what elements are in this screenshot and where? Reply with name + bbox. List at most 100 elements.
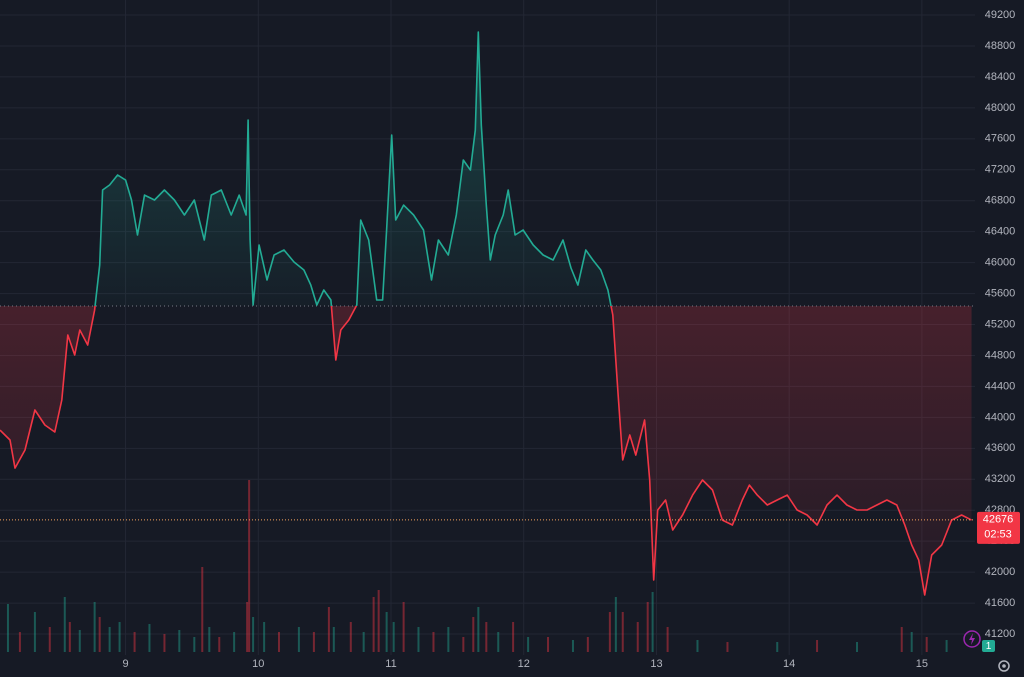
y-tick-label: 44000 (985, 411, 1016, 423)
y-tick-label: 48400 (985, 71, 1016, 83)
volume-bar (133, 632, 136, 652)
y-tick-label: 41600 (985, 597, 1016, 609)
volume-bar (621, 612, 624, 652)
volume-bar (252, 617, 255, 652)
volume-bar (6, 604, 9, 652)
volume-bar (263, 622, 266, 652)
volume-bar (402, 602, 405, 652)
y-tick-label: 44800 (985, 349, 1016, 361)
volume-bar (432, 632, 435, 652)
volume-bar (246, 602, 249, 652)
volume-bar (118, 622, 121, 652)
y-tick-label: 46000 (985, 257, 1016, 269)
volume-bar (608, 612, 611, 652)
volume-bar (68, 622, 71, 652)
x-tick-label: 11 (385, 658, 396, 670)
volume-bar (856, 642, 859, 652)
x-tick-label: 9 (122, 658, 128, 670)
volume-bar (527, 637, 530, 652)
volume-bar (193, 637, 196, 652)
volume-bar (512, 622, 515, 652)
y-tick-label: 41200 (985, 628, 1016, 640)
y-tick-label: 48000 (985, 102, 1016, 114)
volume-bar (646, 602, 649, 652)
price-label: 42676 02:53 (977, 511, 1020, 544)
volume-bar (614, 597, 617, 652)
y-tick-label: 45600 (985, 287, 1016, 299)
price-pane (0, 31, 975, 596)
volume-bar (233, 632, 236, 652)
volume-bar (392, 622, 395, 652)
volume-bar (63, 597, 66, 652)
axes: 4120041600420004240042800432004360044000… (122, 9, 1015, 670)
volume-bar (78, 630, 81, 652)
baseline-area (0, 32, 972, 595)
volume-bar (547, 637, 550, 652)
volume-pane (6, 480, 948, 652)
badge-count: 1 (986, 641, 992, 652)
settings-dot (1002, 664, 1006, 668)
volume-bar (277, 632, 280, 652)
volume-bar (651, 592, 654, 652)
volume-bar (571, 640, 574, 652)
volume-bar (447, 627, 450, 652)
y-tick-label: 42000 (985, 566, 1016, 578)
price-line (0, 31, 972, 596)
y-tick-label: 44400 (985, 380, 1016, 392)
volume-bar (93, 602, 96, 652)
volume-bar (385, 612, 388, 652)
volume-bar (497, 632, 500, 652)
volume-bar (48, 627, 51, 652)
y-tick-label: 46800 (985, 195, 1016, 207)
volume-bar (18, 632, 21, 652)
volume-bar (776, 642, 779, 652)
volume-bar (218, 637, 221, 652)
x-tick-label: 13 (650, 658, 662, 670)
badge-box[interactable] (982, 640, 995, 652)
y-tick-label: 46400 (985, 226, 1016, 238)
volume-bar (586, 637, 589, 652)
volume-bar (98, 617, 101, 652)
volume-bar (201, 567, 204, 652)
y-tick-label: 49200 (985, 9, 1016, 21)
volume-bar (925, 637, 928, 652)
volume-bar (816, 640, 819, 652)
volume-bar (910, 632, 913, 652)
y-tick-label: 43600 (985, 442, 1016, 454)
volume-bar (33, 612, 36, 652)
y-tick-label: 47600 (985, 133, 1016, 145)
y-tick-label: 48800 (985, 40, 1016, 52)
last-price-box (977, 511, 1020, 544)
volume-bar (485, 622, 488, 652)
last-price-label: 42676 (983, 514, 1014, 526)
volume-bar (726, 642, 729, 652)
volume-bar (666, 627, 669, 652)
volume-bar (297, 627, 300, 652)
toolbar-icons: 1 (963, 630, 1010, 672)
y-tick-label: 47200 (985, 164, 1016, 176)
x-tick-label: 15 (916, 658, 928, 670)
volume-bar (248, 480, 251, 652)
x-tick-label: 14 (783, 658, 795, 670)
volume-bar (472, 617, 475, 652)
volume-bar (377, 590, 380, 652)
volume-bar (362, 632, 365, 652)
volume-bar (349, 622, 352, 652)
volume-bar (417, 627, 420, 652)
volume-bar (332, 627, 335, 652)
alert-icon[interactable] (963, 630, 981, 648)
volume-bar (148, 624, 151, 652)
alert-bolt (969, 633, 975, 645)
volume-bar (696, 640, 699, 652)
volume-bar (372, 597, 375, 652)
x-tick-label: 12 (518, 658, 530, 670)
volume-bar (327, 607, 330, 652)
volume-bar (636, 622, 639, 652)
volume-bar (108, 627, 111, 652)
volume-bar (163, 634, 166, 652)
volume-bar (312, 632, 315, 652)
settings-icon[interactable] (998, 660, 1010, 672)
x-tick-label: 10 (252, 658, 264, 670)
volume-bar (462, 637, 465, 652)
